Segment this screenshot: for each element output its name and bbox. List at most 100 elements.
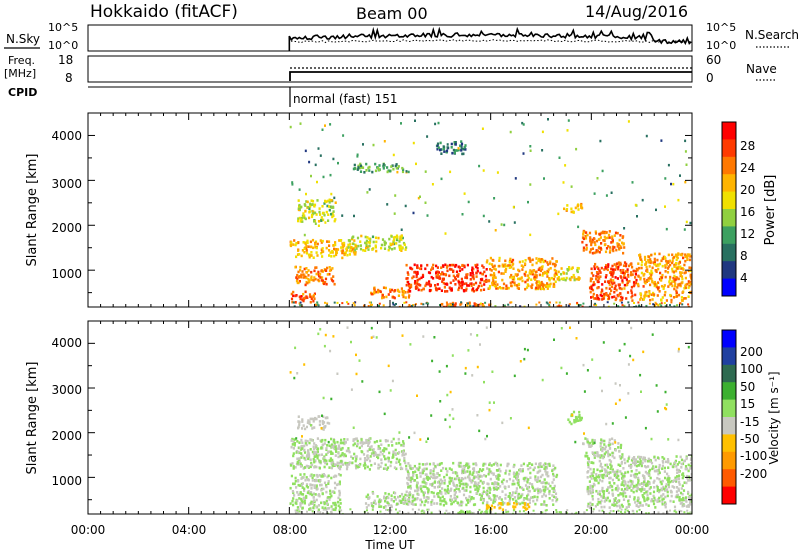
velocity-cell [608,438,611,441]
power-cell [651,279,654,283]
power-cell [485,268,488,271]
power-cell [476,286,480,290]
velocity-cell [341,452,344,455]
velocity-scatter-cell [476,334,479,337]
power-cell [593,283,596,286]
velocity-cell [468,470,472,474]
power-ground-cell [676,304,678,307]
power-cell [514,273,517,276]
velocity-cell [526,464,529,467]
power-cell [435,272,438,275]
power-ground-cell [395,303,397,305]
velocity-scatter-cell [355,372,358,376]
velocity-cell [362,464,365,467]
velocity-cell [409,492,412,496]
velocity-cell [316,437,319,440]
power-cell [590,286,593,289]
power-cell [528,258,531,261]
power-cell [452,269,455,273]
velocity-cell [326,421,329,425]
power-cell [313,205,316,208]
velocity-ground-cell [565,511,568,514]
velocity-cell [475,492,478,495]
power-cell [658,252,661,256]
velocity-cell [424,500,427,503]
power-cell [637,283,640,286]
velocity-cell [613,456,616,460]
velocity-cell [363,462,366,465]
power-ground-cell [369,301,372,304]
velocity-cell [662,485,665,489]
power-cell [318,274,321,278]
velocity-cell [339,454,342,458]
velocity-cell [325,462,329,466]
velocity-cell [383,447,386,450]
velocity-cell [307,465,310,468]
velocity-cell [301,506,304,510]
power-cell [305,251,309,255]
velocity-cell [469,479,473,483]
velocity-cell [331,508,334,511]
velocity-cell [370,445,373,448]
velocity-cell [665,488,668,492]
power-cell [460,142,464,146]
velocity-cell [440,462,443,465]
power-cell [668,278,672,281]
velocity-cell [452,461,455,465]
power-scatter-cell [482,169,485,172]
velocity-cell [294,476,297,480]
power-cell [416,264,419,267]
velocity-cell [317,447,320,450]
velocity-cell [328,498,331,501]
power-cell [576,204,579,208]
power-cell [298,253,301,256]
power-cell [520,276,523,279]
velocity-cell [529,476,532,479]
power-cell [435,288,438,292]
velocity-cell [390,440,393,443]
power-cell [596,295,599,298]
velocity-cell [311,417,314,421]
velocity-ground-cell [518,510,521,513]
velocity-cell [615,474,619,477]
velocity-ground-cell [689,511,692,514]
power-cell [596,286,599,290]
power-scatter-cell [414,119,416,122]
power-cell [349,246,352,250]
velocity-cell [399,466,402,470]
velocity-cell [646,498,649,501]
power-scatter-cell [366,191,369,194]
velocity-cell [555,475,558,479]
power-cell [592,283,595,287]
power-cell [562,272,566,275]
velocity-cell [678,498,681,501]
velocity-cell [316,456,319,460]
velocity-cell [675,455,678,458]
power-cell [684,284,687,288]
velocity-cell [617,487,620,490]
velocity-cell [383,455,386,458]
power-cell [688,266,691,269]
power-ytick-3000: 3000 [51,177,82,191]
velocity-cell [617,446,620,449]
power-cell [609,292,612,296]
velocity-cell [464,476,467,480]
power-cell [310,213,314,217]
power-cell [343,241,346,245]
velocity-cell [518,468,521,472]
power-cell [644,293,647,297]
velocity-colorbar-swatch [722,486,736,505]
velocity-ground-cell [416,512,419,514]
velocity-cell [572,410,576,414]
velocity-cell [300,438,303,442]
power-cell [490,263,494,266]
power-cell [576,266,579,270]
power-cell [680,296,683,299]
power-ground-cell [510,301,513,304]
power-ground-cell [405,301,408,304]
power-cell [299,297,302,301]
velocity-cell [402,501,405,505]
velocity-cell [457,461,461,465]
power-ground-cell [409,305,412,307]
velocity-cell [467,462,470,466]
